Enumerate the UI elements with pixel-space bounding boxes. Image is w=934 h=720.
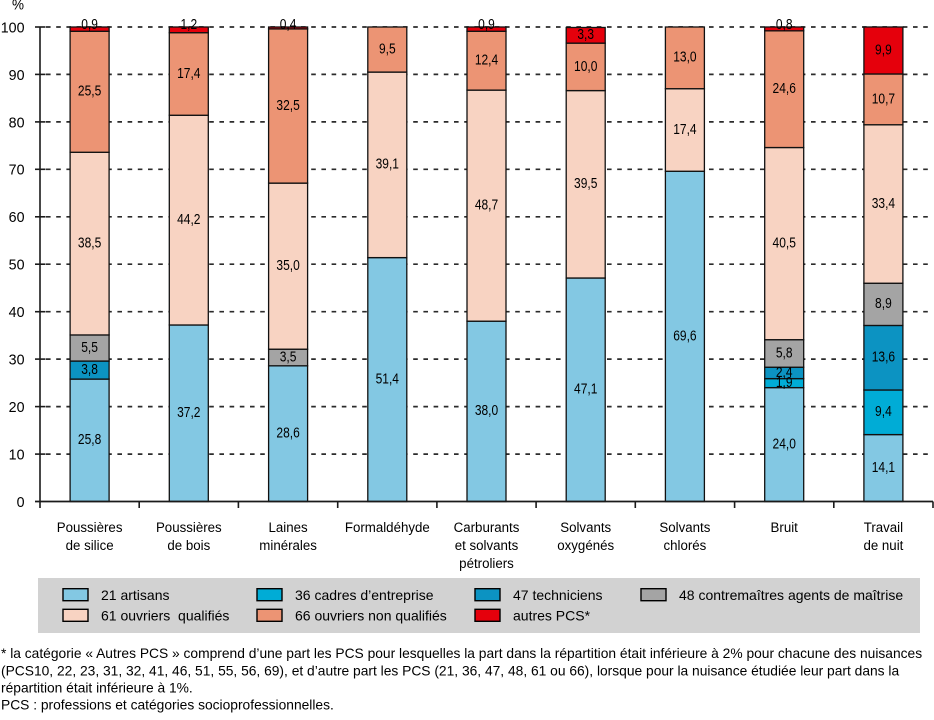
svg-text:%: % bbox=[12, 0, 24, 14]
svg-text:* la catégorie « Autres PCS »: * la catégorie « Autres PCS » comprend d… bbox=[1, 646, 922, 661]
svg-text:90: 90 bbox=[9, 67, 25, 83]
svg-text:25,8: 25,8 bbox=[78, 431, 101, 448]
svg-text:et solvants: et solvants bbox=[455, 538, 519, 553]
svg-text:44,2: 44,2 bbox=[177, 211, 200, 228]
svg-text:13,0: 13,0 bbox=[673, 48, 697, 65]
svg-text:12,4: 12,4 bbox=[475, 51, 499, 68]
svg-text:3,8: 3,8 bbox=[81, 361, 98, 378]
svg-text:100: 100 bbox=[1, 20, 25, 36]
svg-text:24,0: 24,0 bbox=[773, 435, 797, 452]
svg-text:50: 50 bbox=[9, 257, 25, 273]
svg-text:0,4: 0,4 bbox=[280, 16, 297, 33]
svg-text:3,3: 3,3 bbox=[577, 26, 594, 43]
svg-text:36 cadres d’entreprise: 36 cadres d’entreprise bbox=[295, 587, 434, 603]
svg-text:24,6: 24,6 bbox=[773, 80, 796, 97]
svg-text:40,5: 40,5 bbox=[773, 234, 796, 251]
svg-text:39,5: 39,5 bbox=[574, 175, 597, 192]
svg-text:10,7: 10,7 bbox=[872, 90, 895, 107]
svg-text:48,7: 48,7 bbox=[475, 196, 498, 213]
svg-text:20: 20 bbox=[9, 400, 25, 416]
svg-text:10,0: 10,0 bbox=[574, 58, 598, 75]
svg-text:47 techniciens: 47 techniciens bbox=[513, 587, 603, 603]
svg-text:5,5: 5,5 bbox=[81, 339, 98, 356]
svg-text:61 ouvriers qualifiés: 61 ouvriers qualifiés bbox=[101, 607, 229, 623]
svg-text:1,2: 1,2 bbox=[180, 16, 197, 33]
svg-text:(PCS10, 22, 23, 31, 32, 41, 46: (PCS10, 22, 23, 31, 32, 41, 46, 51, 55, … bbox=[1, 663, 899, 678]
svg-text:8,9: 8,9 bbox=[875, 295, 892, 312]
svg-text:47,1: 47,1 bbox=[574, 380, 597, 397]
svg-text:17,4: 17,4 bbox=[673, 121, 697, 138]
svg-text:de silice: de silice bbox=[66, 538, 114, 553]
svg-text:39,1: 39,1 bbox=[376, 155, 399, 172]
svg-text:Travail: Travail bbox=[864, 520, 903, 535]
svg-text:PCS : professions et catégorie: PCS : professions et catégories sociopro… bbox=[1, 698, 334, 713]
svg-text:pétroliers: pétroliers bbox=[459, 555, 514, 570]
svg-text:9,4: 9,4 bbox=[875, 403, 892, 420]
svg-text:Carburants: Carburants bbox=[454, 520, 520, 535]
svg-text:33,4: 33,4 bbox=[872, 195, 896, 212]
svg-text:de nuit: de nuit bbox=[863, 538, 903, 553]
svg-text:0,8: 0,8 bbox=[776, 16, 793, 33]
svg-text:0,9: 0,9 bbox=[478, 16, 495, 33]
svg-text:5,8: 5,8 bbox=[776, 344, 793, 361]
svg-text:35,0: 35,0 bbox=[276, 257, 300, 274]
svg-text:9,9: 9,9 bbox=[875, 41, 892, 58]
svg-text:Bruit: Bruit bbox=[771, 520, 799, 535]
svg-text:38,0: 38,0 bbox=[475, 402, 499, 419]
svg-text:80: 80 bbox=[9, 115, 25, 131]
svg-text:Solvants: Solvants bbox=[659, 520, 710, 535]
svg-text:Solvants: Solvants bbox=[560, 520, 611, 535]
svg-text:oxygénés: oxygénés bbox=[557, 538, 614, 553]
svg-text:40: 40 bbox=[9, 305, 25, 321]
svg-text:Poussières: Poussières bbox=[57, 520, 123, 535]
svg-text:21 artisans: 21 artisans bbox=[101, 587, 169, 603]
svg-text:28,6: 28,6 bbox=[276, 424, 299, 441]
svg-text:66 ouvriers non qualifiés: 66 ouvriers non qualifiés bbox=[295, 607, 447, 623]
svg-text:Laines: Laines bbox=[269, 520, 308, 535]
svg-text:13,6: 13,6 bbox=[872, 348, 895, 365]
svg-text:9,5: 9,5 bbox=[379, 40, 396, 57]
svg-text:1,9: 1,9 bbox=[776, 374, 793, 391]
svg-text:25,5: 25,5 bbox=[78, 82, 101, 99]
svg-text:60: 60 bbox=[9, 210, 25, 226]
svg-text:51,4: 51,4 bbox=[376, 370, 400, 387]
svg-text:2,4: 2,4 bbox=[776, 364, 793, 381]
svg-text:37,2: 37,2 bbox=[177, 404, 200, 421]
svg-text:de bois: de bois bbox=[167, 538, 210, 553]
svg-text:minérales: minérales bbox=[259, 538, 317, 553]
svg-text:3,5: 3,5 bbox=[280, 348, 297, 365]
svg-text:14,1: 14,1 bbox=[872, 459, 895, 476]
svg-text:38,5: 38,5 bbox=[78, 234, 101, 251]
svg-text:10: 10 bbox=[9, 447, 25, 463]
svg-text:30: 30 bbox=[9, 352, 25, 368]
svg-text:répartition était inférieure à: répartition était inférieure à 1%. bbox=[1, 681, 193, 696]
svg-text:69,6: 69,6 bbox=[673, 327, 696, 344]
svg-text:0: 0 bbox=[17, 495, 25, 511]
svg-text:17,4: 17,4 bbox=[177, 65, 201, 82]
svg-text:0,9: 0,9 bbox=[81, 16, 98, 33]
svg-text:Formaldéhyde: Formaldéhyde bbox=[345, 520, 430, 535]
svg-text:48 contremaîtres agents de maî: 48 contremaîtres agents de maîtrise bbox=[679, 587, 903, 603]
svg-text:autres PCS*: autres PCS* bbox=[513, 607, 591, 623]
svg-text:chlorés: chlorés bbox=[663, 538, 706, 553]
svg-text:70: 70 bbox=[9, 162, 25, 178]
svg-text:32,5: 32,5 bbox=[276, 97, 299, 114]
svg-text:Poussières: Poussières bbox=[156, 520, 222, 535]
